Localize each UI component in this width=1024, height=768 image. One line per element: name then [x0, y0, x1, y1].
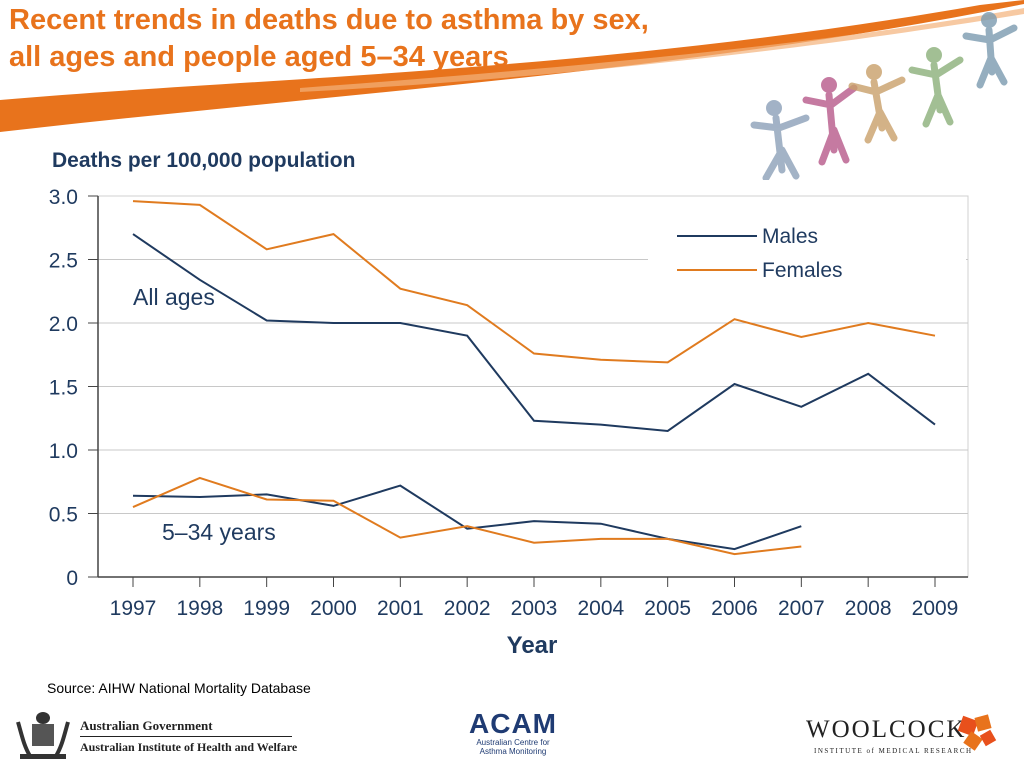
annotation-all-ages: All ages: [133, 284, 215, 310]
x-tick-label: 2008: [845, 597, 892, 620]
woolcock-wordmark: WOOLCOCK: [806, 716, 967, 743]
decorative-figures-image: [750, 12, 1018, 180]
line-chart: Deaths per 100,000 population 0 0.5 1.0 1.5…: [49, 149, 969, 659]
series-line-males-all-ages: [132, 233, 936, 433]
source-note: Source: AIHW National Mortality Database: [47, 680, 311, 696]
x-tick-label: 2009: [912, 597, 959, 620]
acam-line-1: Australian Centre for: [476, 738, 550, 747]
y-tick-label: 2.5: [49, 250, 78, 273]
acam-wordmark: ACAM: [469, 708, 557, 739]
y-tick-label: 3.0: [49, 186, 78, 209]
y-axis-title: Deaths per 100,000 population: [52, 149, 355, 172]
y-tick-label: 2.0: [49, 313, 78, 336]
ag-line-2: Australian Institute of Health and Welfa…: [80, 740, 298, 754]
x-tick-label: 2007: [778, 597, 825, 620]
acam-line-2: Asthma Monitoring: [479, 747, 547, 756]
ag-line-1: Australian Government: [80, 718, 213, 733]
header-swoosh: [0, 0, 1024, 132]
coat-of-arms-icon: [16, 712, 70, 759]
x-tick-label: 2006: [711, 597, 758, 620]
woolcock-logo: WOOLCOCK INSTITUTE of MEDICAL RESEARCH: [806, 712, 1016, 762]
y-tick-label: 1.5: [49, 377, 78, 400]
title-line-1: Recent trends in deaths due to asthma by…: [9, 4, 649, 36]
legend-label-females: Females: [762, 259, 843, 282]
woolcock-subtitle: INSTITUTE of MEDICAL RESEARCH: [814, 747, 973, 755]
y-tick-label: 0.5: [49, 504, 78, 527]
y-tick-label: 1.0: [49, 440, 78, 463]
legend-label-males: Males: [762, 225, 818, 248]
series-line-females-all-ages: [132, 200, 936, 364]
annotation-5-34-years: 5–34 years: [162, 519, 276, 545]
legend-box: [648, 216, 966, 286]
x-tick-label: 2005: [644, 597, 691, 620]
series-line-females-5-34: [132, 476, 802, 556]
x-axis-title: Year: [507, 632, 558, 659]
x-tick-label: 1997: [110, 597, 157, 620]
series-line-males-5-34: [132, 484, 802, 551]
title-line-2: all ages and people aged 5–34 years: [9, 41, 509, 73]
x-tick-label: 2002: [444, 597, 491, 620]
australian-government-logo: Australian Government Australian Institu…: [12, 706, 302, 762]
plot-area: 0 0.5 1.0 1.5 2.0 2.5 3.0 1997 1998 1999 2000 2001 2…: [49, 186, 969, 620]
x-tick-label: 2000: [310, 597, 357, 620]
ag-divider: [80, 736, 292, 737]
acam-logo: ACAM Australian Centre for Asthma Monito…: [458, 710, 568, 764]
x-tick-label: 2001: [377, 597, 424, 620]
x-tick-label: 2004: [577, 597, 624, 620]
page-title: Recent trends in deaths due to asthma by…: [9, 2, 809, 76]
x-tick-label: 1999: [243, 597, 290, 620]
woolcock-emblem-icon: [957, 714, 997, 751]
y-tick-label: 0: [66, 567, 78, 590]
x-tick-label: 2003: [511, 597, 558, 620]
x-tick-label: 1998: [176, 597, 223, 620]
